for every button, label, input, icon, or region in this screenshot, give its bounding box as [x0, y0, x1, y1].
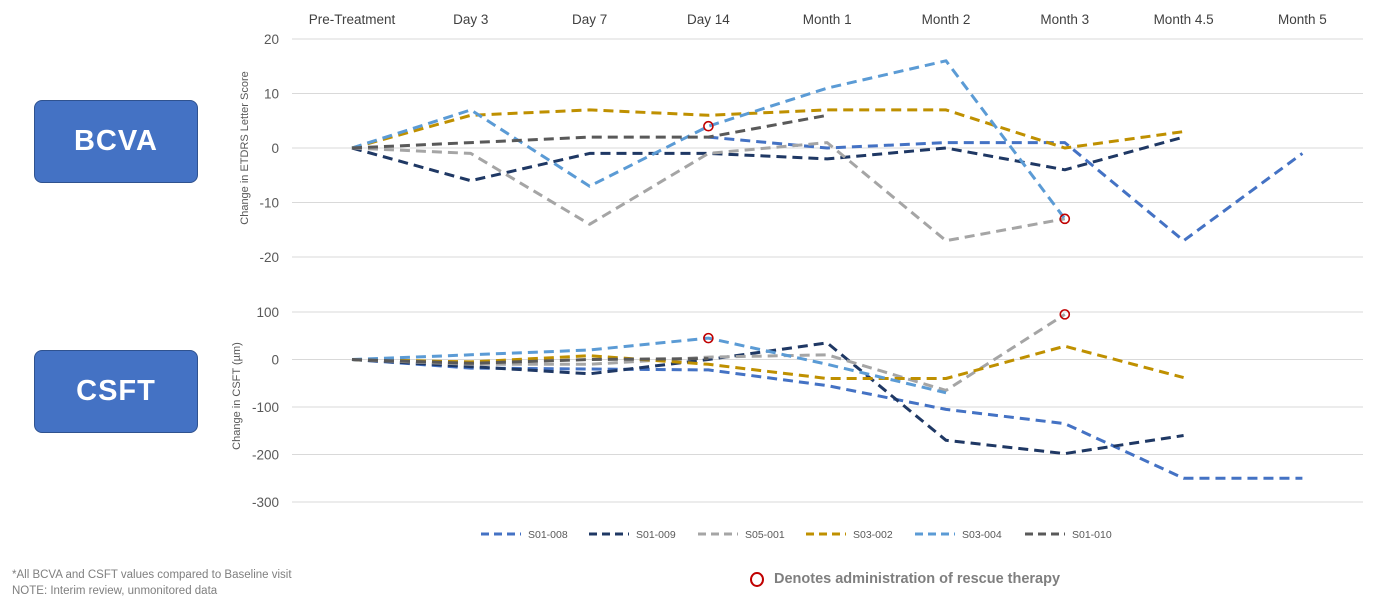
y-tick-label: -200	[252, 448, 279, 463]
legend-label: S03-002	[853, 529, 893, 541]
series-line-S01-008	[708, 135, 1304, 243]
series-line-S01-009	[351, 135, 1184, 183]
rescue-marker	[1059, 309, 1071, 320]
y-tick-label: 100	[256, 305, 279, 320]
x-category-label: Month 3	[1040, 12, 1089, 27]
legend-label: S03-004	[962, 529, 1002, 541]
x-category-label: Pre-Treatment	[309, 12, 396, 27]
series-line-S03-004	[351, 59, 1066, 220]
rescue-marker	[1059, 213, 1071, 225]
y-tick-label: 20	[264, 32, 279, 47]
y-tick-label: 0	[271, 353, 279, 368]
y-tick-label: -100	[252, 400, 279, 415]
series-line-S03-002	[351, 108, 1184, 150]
x-category-label: Day 14	[687, 12, 730, 27]
x-category-label: Month 5	[1278, 12, 1327, 27]
x-category-label: Month 4.5	[1154, 12, 1214, 27]
x-category-label: Month 1	[803, 12, 852, 27]
series-line-S03-002	[351, 344, 1184, 380]
rescue-therapy-text: Denotes administration of rescue therapy	[774, 571, 1061, 587]
y-axis-label: Change in ETDRS Letter Score	[239, 71, 251, 224]
csft-panel-button[interactable]: CSFT	[34, 350, 198, 433]
y-tick-label: -10	[259, 196, 279, 211]
rescue-marker	[703, 332, 714, 344]
bcva-panel-button[interactable]: BCVA	[34, 100, 198, 183]
rescue-marker-icon	[750, 571, 764, 587]
series-line-S05-001	[351, 313, 1066, 392]
y-tick-label: -20	[259, 250, 279, 265]
x-category-label: Day 3	[453, 12, 488, 27]
series-line-S05-001	[351, 141, 1066, 243]
rescue-therapy-legend: Denotes administration of rescue therapy	[750, 571, 1060, 587]
rescue-marker	[703, 120, 714, 132]
x-category-label: Day 7	[572, 12, 607, 27]
series-line-S01-010	[351, 357, 709, 365]
footnote-baseline: *All BCVA and CSFT values compared to Ba…	[12, 569, 292, 581]
legend-label: S01-009	[636, 529, 676, 541]
y-tick-label: -300	[252, 495, 279, 510]
legend-label: S01-008	[528, 529, 568, 541]
y-tick-label: 0	[271, 141, 279, 156]
series-line-S01-010	[351, 113, 828, 150]
legend-label: S05-001	[745, 529, 785, 541]
series-line-S01-008	[351, 358, 1303, 480]
series-line-S03-004	[351, 336, 947, 395]
legend-label: S01-010	[1072, 529, 1112, 541]
footnote-interim: NOTE: Interim review, unmonitored data	[12, 585, 218, 597]
y-axis-label: Change in CSFT (µm)	[231, 342, 243, 450]
y-tick-label: 10	[264, 87, 279, 102]
x-category-label: Month 2	[922, 12, 971, 27]
